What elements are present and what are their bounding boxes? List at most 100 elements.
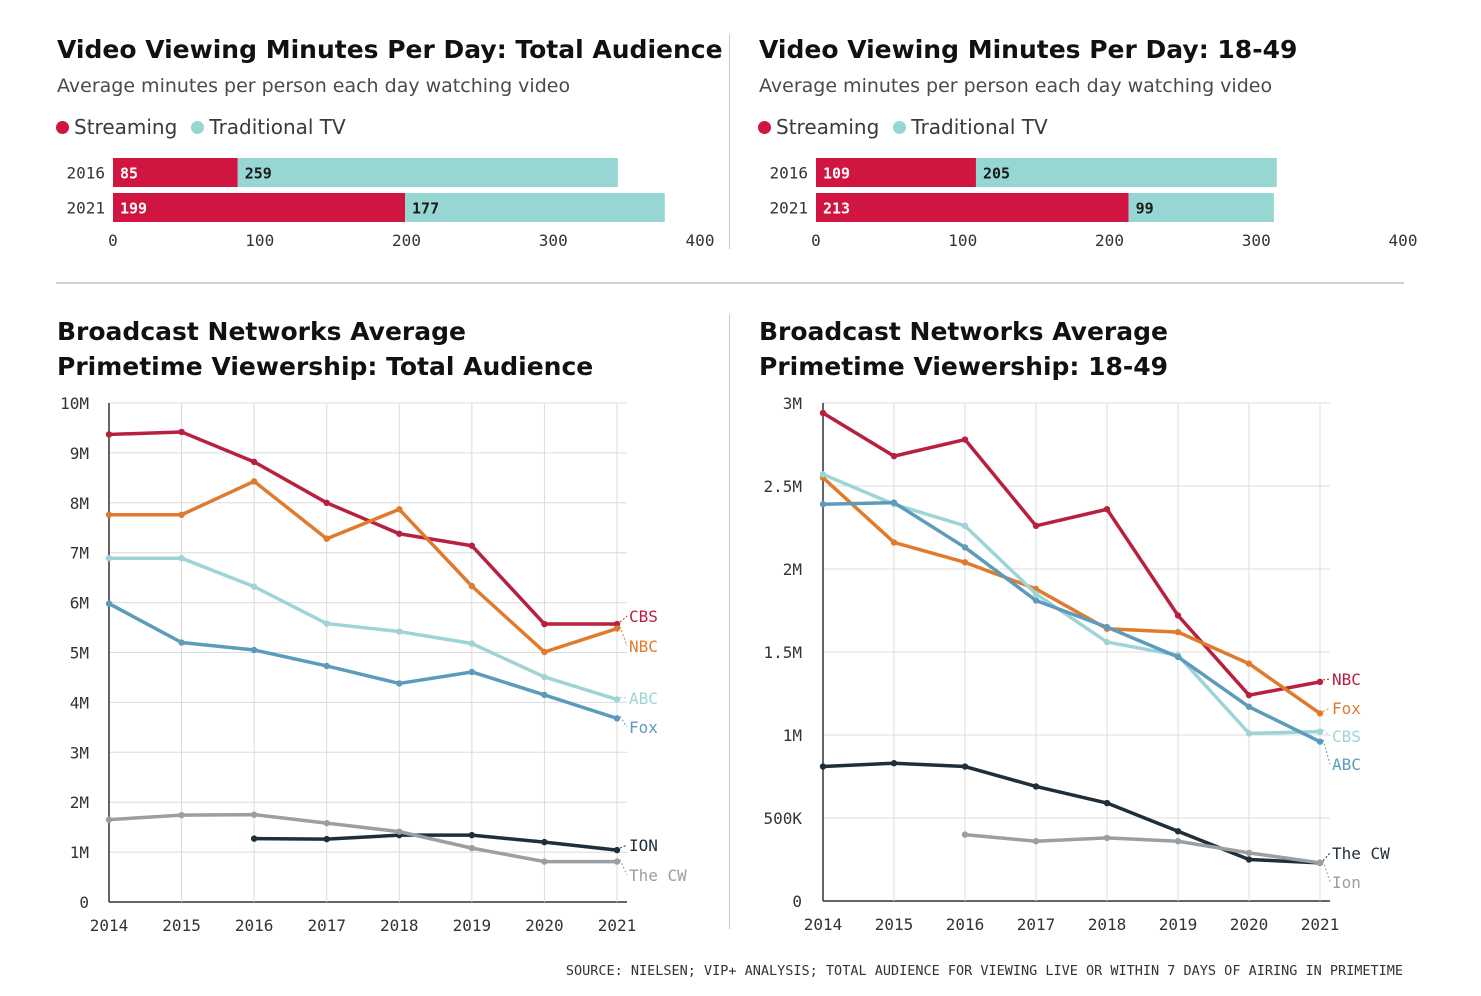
chart-4-y-tick: 1.5M (763, 643, 802, 662)
chart-3-y-tick: 4M (70, 693, 89, 712)
chart-3-x-tick: 2016 (235, 916, 274, 935)
chart-2-bar-streaming (816, 193, 1129, 222)
data-point-ion (1032, 838, 1040, 845)
data-point-abc (1245, 703, 1253, 710)
chart-3-y-tick: 3M (70, 743, 89, 762)
data-point-ion (541, 838, 548, 846)
legend-streaming-label-2: Streaming (776, 115, 880, 139)
chart-2-category-label: 2016 (769, 164, 808, 183)
data-point-ion (961, 831, 969, 838)
chart-2-subtitle: Average minutes per person each day watc… (759, 75, 1273, 97)
chart-2-data-label: 205 (983, 165, 1010, 183)
chart-1-bar-streaming (113, 193, 406, 222)
legend-traditional-2: Traditional TV (893, 115, 1048, 139)
data-point-fox (105, 600, 113, 607)
chart-1-legend: Streaming Traditional TV (56, 115, 360, 139)
chart-1-x-tick: 0 (108, 231, 118, 250)
series-label-cbs: CBS (629, 607, 658, 626)
data-point-the-cw (613, 858, 621, 865)
data-point-abc (1174, 653, 1182, 661)
chart-1-title: Video Viewing Minutes Per Day: Total Aud… (57, 35, 723, 64)
chart-1-category-label: 2016 (66, 164, 105, 183)
chart-2-bar-streaming (816, 158, 976, 187)
series-label-fox: Fox (629, 718, 658, 737)
data-point-the-cw (1103, 799, 1111, 807)
label-leader-fox (1322, 707, 1331, 712)
label-leader-nbc (1322, 678, 1331, 681)
chart-3-y-tick: 8M (70, 494, 89, 513)
data-point-cbs (105, 431, 113, 438)
data-point-nbc (250, 478, 258, 485)
chart-3-y-tick: 10M (60, 394, 89, 413)
label-leader-cbs (1322, 729, 1331, 737)
data-point-the-cw (396, 828, 403, 835)
series-label-abc: ABC (1332, 755, 1361, 774)
data-point-cbs (323, 499, 330, 506)
label-leader-fox (619, 716, 628, 728)
label-leader-the-cw (619, 859, 628, 876)
chart-1-bar-streaming (113, 158, 238, 187)
data-point-abc (250, 583, 258, 590)
chart-4-x-tick: 2017 (1017, 915, 1056, 934)
chart-4-x-tick: 2014 (804, 915, 843, 934)
data-point-abc (1103, 623, 1111, 631)
data-point-abc (1032, 597, 1040, 604)
chart-2-title: Video Viewing Minutes Per Day: 18-49 (759, 35, 1298, 64)
data-point-the-cw (819, 763, 827, 770)
series-line-nbc (821, 411, 1322, 697)
chart-2-data-label: 213 (823, 200, 850, 218)
chart-4-y-tick: 0 (792, 892, 802, 911)
chart-2-x-tick: 200 (1095, 231, 1124, 250)
data-point-cbs (1245, 730, 1253, 737)
data-point-fox (396, 680, 403, 687)
data-point-nbc (541, 648, 548, 656)
data-point-the-cw (961, 763, 969, 770)
data-point-ion (613, 846, 621, 854)
data-point-the-cw (541, 858, 548, 865)
series-label-cbs: CBS (1332, 727, 1361, 746)
chart-1-x-tick: 300 (539, 231, 568, 250)
data-point-fox (1245, 660, 1253, 667)
data-point-fox (323, 662, 330, 670)
data-point-the-cw (105, 816, 113, 823)
data-point-abc (819, 501, 827, 508)
series-line-ion (252, 833, 619, 852)
chart-2-legend: Streaming Traditional TV (758, 115, 1062, 139)
series-line-the-cw (821, 761, 1322, 865)
data-point-abc (613, 696, 621, 703)
chart-1-bars: 2016 85 259 2021 199 177 0 100 200 300 400 (66, 158, 714, 250)
data-point-the-cw (1245, 856, 1253, 863)
chart-1-bar-traditional (237, 158, 618, 187)
traditional-swatch-2 (893, 120, 907, 134)
data-point-cbs (541, 620, 548, 628)
series-label-nbc: NBC (629, 637, 658, 656)
label-leader-nbc (619, 626, 628, 647)
chart-2-x-tick: 400 (1389, 231, 1418, 250)
chart-3-y-tick: 6M (70, 594, 89, 613)
chart-1-x-tick: 200 (392, 231, 421, 250)
data-point-fox (178, 639, 185, 646)
data-point-the-cw (323, 819, 330, 827)
data-point-nbc (1032, 522, 1040, 530)
chart-4-x-tick: 2019 (1159, 915, 1198, 934)
chart-1-category-label: 2021 (66, 199, 105, 218)
label-leader-ion (1322, 860, 1331, 883)
chart-3-title: Broadcast Networks Average Primetime Vie… (57, 317, 594, 381)
series-line-nbc (107, 479, 619, 654)
traditional-swatch (191, 120, 205, 134)
chart-3-y-tick: 5M (70, 644, 89, 663)
chart-1-subtitle: Average minutes per person each day watc… (57, 75, 571, 97)
series-label-nbc: NBC (1332, 670, 1361, 689)
data-point-cbs (178, 428, 185, 436)
data-point-fox (961, 559, 969, 566)
series-label-the-cw: The CW (1332, 844, 1390, 863)
series-label-ion: ION (629, 836, 658, 855)
data-point-ion (1174, 838, 1182, 845)
chart-4-y-tick: 2.5M (763, 477, 802, 496)
chart-3-y-tick: 1M (70, 843, 89, 862)
data-point-the-cw (1032, 783, 1040, 790)
data-point-fox (1174, 628, 1182, 636)
series-label-ion: Ion (1332, 873, 1361, 892)
data-point-nbc (1245, 691, 1253, 699)
chart-3-y-tick: 7M (70, 544, 89, 563)
